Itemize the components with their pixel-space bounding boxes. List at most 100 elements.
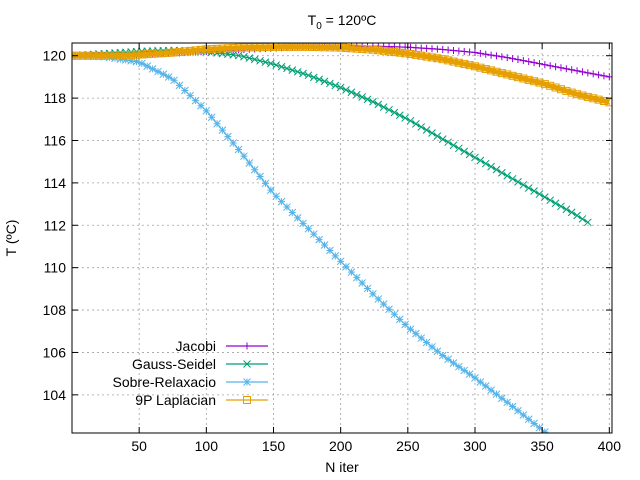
data-point <box>127 56 135 65</box>
data-point <box>315 75 324 84</box>
data-point <box>487 66 496 75</box>
y-tick-label: 120 <box>43 48 67 64</box>
data-point <box>186 46 195 55</box>
data-point <box>487 51 495 59</box>
data-point <box>406 325 415 334</box>
data-point <box>519 181 528 189</box>
data-point <box>514 178 522 186</box>
data-point <box>471 374 479 382</box>
data-point <box>213 44 222 53</box>
data-point <box>519 57 527 65</box>
data-point <box>476 63 485 72</box>
data-point <box>401 49 410 58</box>
data-point <box>525 58 533 66</box>
data-point <box>288 208 297 217</box>
data-point <box>595 71 603 79</box>
data-point <box>234 43 243 52</box>
data-point <box>438 55 447 64</box>
data-point <box>175 47 184 56</box>
data-point <box>180 86 189 95</box>
data-point <box>272 192 281 201</box>
data-point <box>336 83 345 92</box>
data-point <box>304 224 313 233</box>
data-point <box>342 262 350 271</box>
data-point <box>578 91 587 100</box>
data-point <box>111 54 119 63</box>
data-point <box>546 196 555 205</box>
data-point <box>524 415 533 424</box>
data-point <box>503 54 511 62</box>
data-point <box>293 214 302 222</box>
y-axis-label: T (ºC) <box>3 220 19 257</box>
data-point <box>476 49 484 57</box>
data-point <box>417 334 426 342</box>
data-point <box>358 45 367 54</box>
data-point <box>347 88 356 97</box>
data-point <box>191 46 200 55</box>
data-point <box>471 153 479 162</box>
data-point <box>508 402 517 411</box>
data-point <box>412 120 420 128</box>
data-point <box>573 211 581 220</box>
data-point <box>460 366 469 375</box>
data-point <box>352 90 361 99</box>
data-point <box>207 45 216 54</box>
data-point <box>283 64 291 73</box>
y-tick-label: 114 <box>44 175 67 191</box>
data-point <box>196 45 205 54</box>
data-point <box>454 58 463 67</box>
data-point <box>261 179 270 188</box>
data-point <box>497 168 506 177</box>
data-point <box>385 305 393 314</box>
data-point <box>422 338 431 347</box>
data-point <box>164 73 173 81</box>
data-point <box>143 62 152 70</box>
data-point <box>428 343 436 351</box>
data-point <box>239 43 248 52</box>
data-point <box>498 53 506 61</box>
data-point <box>379 300 388 308</box>
data-point <box>428 53 436 62</box>
data-point <box>283 203 291 211</box>
y-tick-label: 118 <box>44 90 67 106</box>
data-point <box>100 51 109 60</box>
data-point <box>573 67 581 75</box>
data-point <box>213 119 221 128</box>
data-point <box>153 49 162 58</box>
data-point <box>266 59 275 68</box>
data-point <box>540 80 549 89</box>
data-point <box>568 66 576 74</box>
data-point <box>481 159 490 168</box>
data-point <box>175 81 184 90</box>
data-point <box>170 48 179 57</box>
data-point <box>557 202 565 211</box>
data-point <box>347 44 356 53</box>
data-point <box>584 69 592 77</box>
data-point <box>466 48 474 56</box>
data-point <box>562 205 571 214</box>
data-point <box>363 95 372 104</box>
data-point <box>105 51 114 60</box>
data-point <box>519 74 528 83</box>
data-point <box>320 77 329 86</box>
data-point <box>524 184 533 192</box>
data-point <box>320 241 329 249</box>
data-point <box>385 47 394 56</box>
data-point <box>374 100 383 109</box>
data-point <box>293 67 302 76</box>
data-point <box>234 145 243 154</box>
data-point <box>508 71 517 80</box>
data-point <box>180 47 189 56</box>
data-point <box>347 268 356 277</box>
x-tick-label: 350 <box>530 438 554 454</box>
data-point <box>390 310 399 319</box>
data-point <box>127 50 136 59</box>
chart-title: T0 = 120ºC <box>308 12 377 32</box>
data-point <box>557 64 565 72</box>
data-point <box>519 411 528 419</box>
data-point <box>460 147 469 156</box>
data-point <box>326 246 334 255</box>
data-point <box>605 98 612 107</box>
data-point <box>487 162 495 171</box>
data-point <box>449 359 458 367</box>
